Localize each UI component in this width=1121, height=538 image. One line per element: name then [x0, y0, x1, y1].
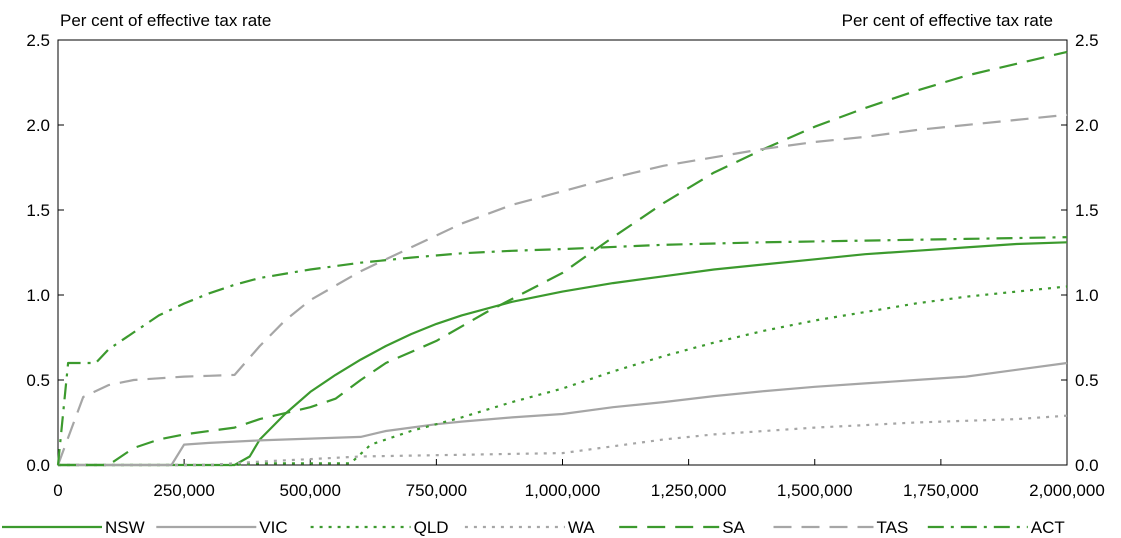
- legend-label-wa: WA: [568, 518, 595, 537]
- y-tick-label-left: 0.5: [26, 371, 50, 390]
- y-tick-label-right: 0.0: [1075, 456, 1099, 475]
- legend-label-nsw: NSW: [105, 518, 145, 537]
- plot-border: [57, 39, 1068, 466]
- y-tick-label-left: 2.5: [26, 31, 50, 50]
- x-tick-label: 500,000: [280, 481, 341, 500]
- series-line-act: [56, 236, 1068, 466]
- legend: NSW VIC QLD WA SA TAS ACT: [2, 518, 1065, 537]
- x-tick-label: 750,000: [406, 481, 467, 500]
- x-tick-label: 1,000,000: [525, 481, 601, 500]
- x-tick-label: 2,000,000: [1029, 481, 1105, 500]
- y-tick-label-left: 0.0: [26, 456, 50, 475]
- y-tick-label-right: 1.0: [1075, 286, 1099, 305]
- legend-label-act: ACT: [1031, 518, 1065, 537]
- x-axis: 0 250,000 500,000 750,000 1,000,000 1,250,000…: [53, 459, 1105, 500]
- x-tick-label: 1,750,000: [903, 481, 979, 500]
- series-line-nsw: [58, 241, 1068, 467]
- y-tick-label-right: 0.5: [1075, 371, 1099, 390]
- y-axis-right: 0.0 0.5 1.0 1.5 2.0 2.5: [1061, 31, 1099, 475]
- legend-label-tas: TAS: [877, 518, 909, 537]
- y-tick-label-right: 1.5: [1075, 201, 1099, 220]
- y-tick-label-right: 2.5: [1075, 31, 1099, 50]
- series-line-qld: [58, 285, 1068, 467]
- y-tick-label-left: 1.5: [26, 201, 50, 220]
- series-line-vic: [58, 361, 1068, 467]
- y-axis-title-left: Per cent of effective tax rate: [60, 11, 271, 30]
- legend-label-sa: SA: [722, 518, 745, 537]
- x-tick-label: 250,000: [153, 481, 214, 500]
- x-tick-label: 0: [53, 481, 62, 500]
- y-axis-title-right: Per cent of effective tax rate: [842, 11, 1053, 30]
- legend-label-vic: VIC: [259, 518, 287, 537]
- y-tick-label-left: 1.0: [26, 286, 50, 305]
- series-layer: [56, 50, 1068, 467]
- series-line-wa: [58, 414, 1068, 467]
- x-tick-label: 1,250,000: [651, 481, 727, 500]
- series-line-sa: [58, 50, 1068, 467]
- y-axis-left: 0.0 0.5 1.0 1.5 2.0 2.5: [26, 31, 64, 475]
- series-line-tas: [56, 113, 1068, 466]
- legend-label-qld: QLD: [414, 518, 449, 537]
- y-tick-label-left: 2.0: [26, 116, 50, 135]
- x-tick-label: 1,500,000: [777, 481, 853, 500]
- y-tick-label-right: 2.0: [1075, 116, 1099, 135]
- plot-frame: [57, 39, 1068, 466]
